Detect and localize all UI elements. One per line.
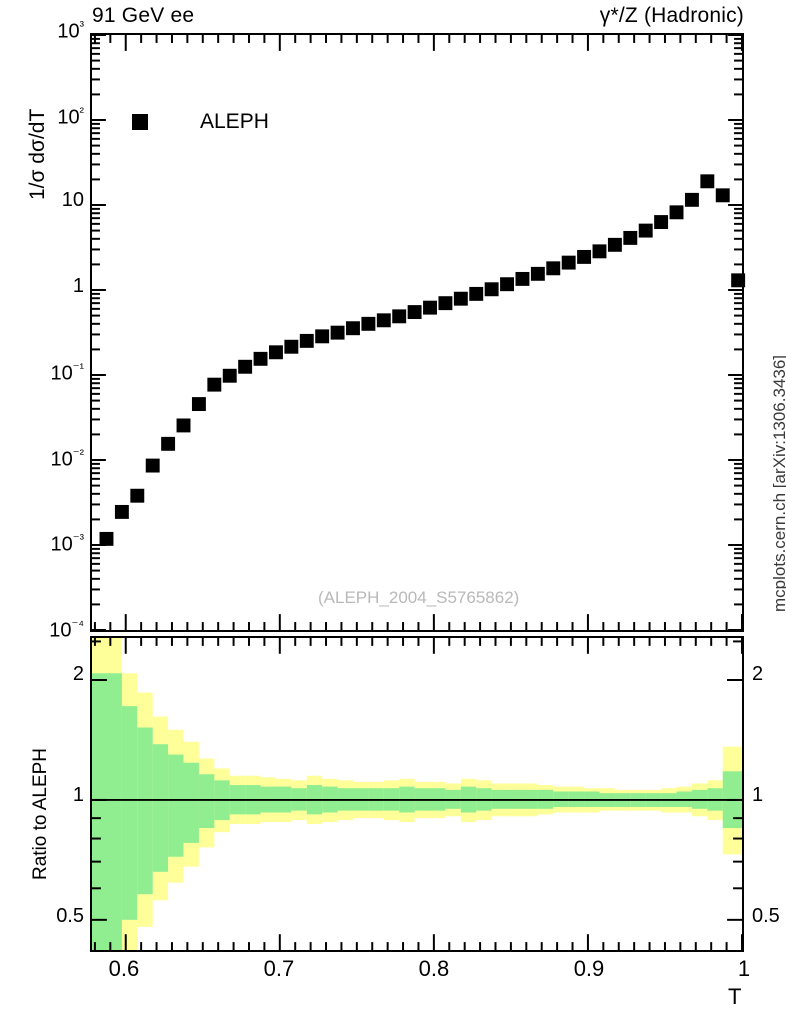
- data-point-marker: [638, 223, 653, 238]
- legend: ALEPH: [132, 110, 269, 134]
- data-point-marker: [546, 261, 561, 276]
- ratio-band-bin: [168, 754, 184, 857]
- data-point-marker: [731, 273, 746, 288]
- ratio-band-bin: [106, 673, 122, 950]
- ratio-band-bin: [92, 673, 107, 950]
- data-point-marker: [453, 291, 468, 306]
- data-point-marker: [592, 244, 607, 259]
- credit-watermark: mcplots.cern.ch [arXiv:1306.3436]: [770, 354, 786, 612]
- data-point-marker: [191, 397, 206, 412]
- ratio-y-axis-label: Ratio to ALEPH: [30, 747, 51, 880]
- data-point-marker: [500, 277, 515, 292]
- ratio-plot-panel: [90, 636, 744, 952]
- xtick-label-2: 0.8: [418, 956, 450, 981]
- data-point-marker: [299, 333, 314, 348]
- data-point-marker: [407, 305, 422, 320]
- data-point-marker: [161, 436, 176, 451]
- data-point-marker: [238, 359, 253, 374]
- legend-label-aleph: ALEPH: [200, 110, 269, 133]
- data-point-marker: [284, 339, 299, 354]
- legend-marker-square: [132, 114, 148, 130]
- main-plot-panel: [90, 33, 746, 632]
- data-point-marker: [130, 488, 145, 503]
- data-point-marker: [484, 282, 499, 297]
- data-point-marker: [392, 309, 407, 324]
- data-point-marker: [577, 249, 592, 264]
- data-point-marker: [222, 368, 237, 383]
- data-point-marker: [330, 325, 345, 340]
- data-series-aleph: [99, 174, 746, 546]
- main-ytick-label-1e3: 10³: [57, 18, 84, 43]
- xtick-label-3: 0.9: [573, 956, 605, 981]
- main-ytick-label-1e-3: 10⁻³: [50, 531, 84, 557]
- data-point-marker: [469, 286, 484, 301]
- ratio-ytick-label-left-2: 2: [72, 662, 84, 685]
- xtick-label-1: 0.7: [263, 956, 295, 981]
- data-point-marker: [99, 531, 114, 546]
- data-point-marker: [715, 188, 730, 203]
- data-point-marker: [376, 313, 391, 328]
- data-point-marker: [669, 205, 684, 220]
- data-point-marker: [700, 174, 715, 189]
- data-point-marker: [114, 504, 129, 519]
- data-point-marker: [438, 296, 453, 311]
- data-point-marker: [268, 345, 283, 360]
- data-point-marker: [423, 300, 437, 315]
- analysis-id-watermark: (ALEPH_2004_S5765862): [318, 588, 520, 607]
- main-ytick-label-1e-1: 10⁻¹: [50, 360, 84, 385]
- ratio-band-bin: [152, 744, 169, 872]
- xtick-label-4: 1: [737, 956, 751, 981]
- data-point-marker: [315, 329, 330, 344]
- data-point-marker: [561, 255, 576, 270]
- data-point-marker: [623, 230, 638, 245]
- data-point-marker: [346, 321, 360, 336]
- data-point-marker: [654, 215, 669, 230]
- ratio-ytick-label-right-1: 1: [752, 784, 764, 806]
- ratio-ytick-label-left-0: 0.5: [56, 905, 84, 928]
- ratio-axis-ticks: [92, 638, 743, 950]
- data-point-marker: [515, 271, 530, 286]
- ratio-ytick-label-left-1: 1: [72, 784, 84, 806]
- data-point-marker: [607, 237, 622, 252]
- main-ytick-label-1e1: 10: [61, 189, 84, 212]
- ratio-ytick-label-right-0: 0.5: [752, 905, 780, 928]
- ratio-band-bin: [137, 727, 153, 895]
- main-axis-ticks: [92, 34, 743, 631]
- main-plot-canvas: [92, 34, 746, 631]
- data-point-marker: [176, 418, 191, 433]
- x-axis-label: T: [728, 984, 742, 1009]
- ratio-band-bin: [198, 774, 215, 829]
- ratio-plot-canvas: [92, 638, 743, 950]
- main-ytick-label-1e-2: 10⁻²: [50, 445, 84, 471]
- header-left-beam-energy: 91 GeV ee: [92, 4, 195, 27]
- xtick-label-0: 0.6: [108, 956, 140, 981]
- data-point-marker: [361, 316, 376, 331]
- ratio-ytick-label-right-2: 2: [752, 662, 764, 685]
- main-ytick-label-1e2: 10²: [57, 103, 84, 129]
- data-point-marker: [530, 266, 545, 281]
- data-point-marker: [253, 351, 268, 366]
- data-point-marker: [145, 458, 160, 473]
- ratio-band-bin: [121, 706, 138, 920]
- main-ytick-label-1e0: 1: [72, 274, 84, 297]
- ratio-band-bin: [183, 762, 199, 843]
- header-right-process: γ*/Z (Hadronic): [599, 4, 744, 27]
- main-ytick-label-1e-4: 10⁻⁴: [49, 617, 84, 642]
- data-point-marker: [207, 377, 222, 392]
- data-point-marker: [684, 192, 699, 207]
